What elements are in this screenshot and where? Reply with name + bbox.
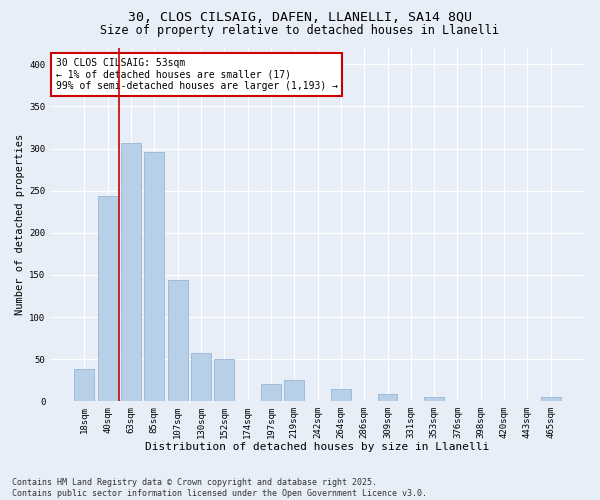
Bar [74,369,94,401]
Bar [191,353,211,401]
Text: 30, CLOS CILSAIG, DAFEN, LLANELLI, SA14 8QU: 30, CLOS CILSAIG, DAFEN, LLANELLI, SA14 … [128,11,472,24]
Bar [98,196,118,401]
Bar [284,380,304,401]
Bar [214,359,234,401]
Bar [541,397,560,401]
Text: Size of property relative to detached houses in Llanelli: Size of property relative to detached ho… [101,24,499,37]
Text: Contains HM Land Registry data © Crown copyright and database right 2025.
Contai: Contains HM Land Registry data © Crown c… [12,478,427,498]
Bar [377,394,397,401]
Bar [424,397,444,401]
Bar [331,388,351,401]
X-axis label: Distribution of detached houses by size in Llanelli: Distribution of detached houses by size … [145,442,490,452]
Bar [121,142,141,401]
Y-axis label: Number of detached properties: Number of detached properties [15,134,25,315]
Bar [145,152,164,401]
Bar [168,280,188,401]
Bar [261,384,281,401]
Text: 30 CLOS CILSAIG: 53sqm
← 1% of detached houses are smaller (17)
99% of semi-deta: 30 CLOS CILSAIG: 53sqm ← 1% of detached … [56,58,338,92]
